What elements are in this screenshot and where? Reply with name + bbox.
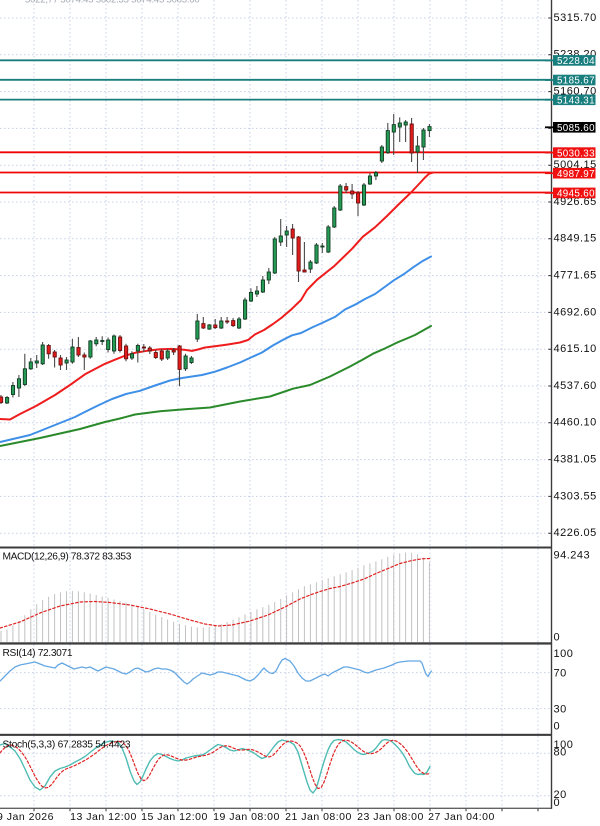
svg-text:5085.60: 5085.60 — [557, 123, 595, 134]
svg-text:4926.65: 4926.65 — [554, 196, 597, 208]
svg-text:4226.05: 4226.05 — [554, 527, 597, 539]
svg-text:80: 80 — [554, 747, 567, 759]
svg-text:4849.15: 4849.15 — [554, 233, 597, 245]
svg-text:70: 70 — [554, 668, 567, 680]
svg-text:27 Jan 04:00: 27 Jan 04:00 — [428, 811, 495, 823]
svg-text:100: 100 — [554, 648, 574, 660]
svg-text:9 Jan 2026: 9 Jan 2026 — [0, 811, 54, 823]
svg-text:4692.60: 4692.60 — [554, 306, 597, 318]
svg-text:RSI(14) 72.3071: RSI(14) 72.3071 — [3, 648, 73, 659]
svg-text:94.243: 94.243 — [554, 549, 591, 561]
svg-text:4460.10: 4460.10 — [554, 417, 597, 429]
svg-text:15 Jan 12:00: 15 Jan 12:00 — [141, 811, 208, 823]
svg-text:5143.31: 5143.31 — [557, 96, 595, 107]
svg-text:4987.97: 4987.97 — [557, 169, 595, 180]
svg-text:21 Jan 08:00: 21 Jan 08:00 — [285, 811, 352, 823]
svg-text:5228.04: 5228.04 — [557, 56, 595, 67]
svg-text:MACD(12,26,9) 78.372 83.353: MACD(12,26,9) 78.372 83.353 — [3, 552, 132, 563]
svg-text:4303.55: 4303.55 — [554, 490, 597, 502]
svg-text:4537.60: 4537.60 — [554, 380, 597, 392]
svg-text:4615.10: 4615.10 — [554, 343, 597, 355]
svg-text:4381.05: 4381.05 — [554, 454, 597, 466]
svg-text:30: 30 — [554, 704, 567, 716]
svg-text:0: 0 — [554, 721, 561, 733]
svg-text:19 Jan 08:00: 19 Jan 08:00 — [213, 811, 280, 823]
svg-text:5022,77 5074.45 5002.35 5074.4: 5022,77 5074.45 5002.35 5074.45 5085.60 — [25, 0, 199, 6]
svg-text:4771.65: 4771.65 — [554, 270, 597, 282]
svg-text:0: 0 — [554, 632, 561, 644]
svg-text:5185.67: 5185.67 — [557, 76, 595, 87]
svg-text:20: 20 — [554, 789, 567, 801]
svg-text:Stoch(5,3,3) 67.2835 54.4423: Stoch(5,3,3) 67.2835 54.4423 — [3, 740, 131, 751]
svg-text:0: 0 — [554, 797, 561, 809]
svg-text:23 Jan 08:00: 23 Jan 08:00 — [357, 811, 424, 823]
svg-text:13 Jan 12:00: 13 Jan 12:00 — [70, 811, 137, 823]
svg-text:5030.33: 5030.33 — [557, 148, 595, 159]
svg-text:4945.60: 4945.60 — [557, 189, 595, 200]
svg-text:5315.70: 5315.70 — [554, 12, 597, 24]
svg-text:100: 100 — [554, 739, 574, 751]
